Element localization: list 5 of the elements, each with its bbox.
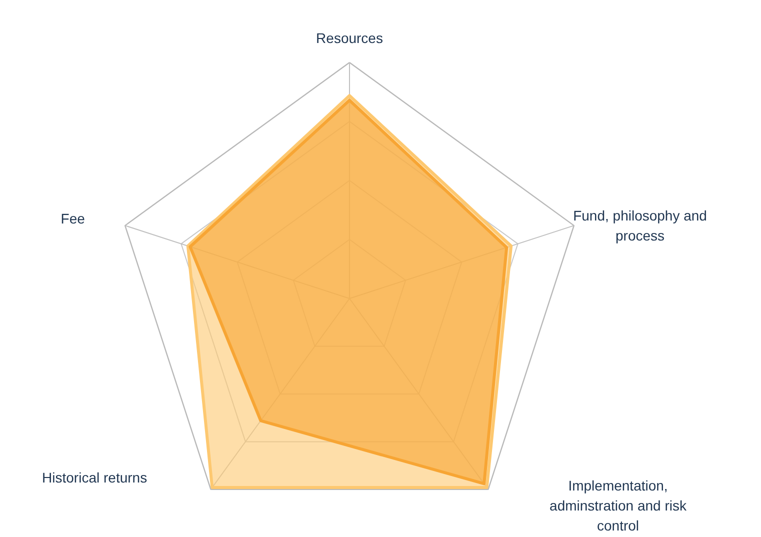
spoke-label: Historical returns bbox=[42, 470, 148, 486]
spoke-label: Implementation, adminstration and risk control bbox=[550, 478, 688, 534]
spoke-label: Resources bbox=[316, 30, 383, 46]
spoke-label: Fund, philosophy and process bbox=[573, 208, 707, 244]
spoke-label: Fee bbox=[60, 210, 86, 226]
